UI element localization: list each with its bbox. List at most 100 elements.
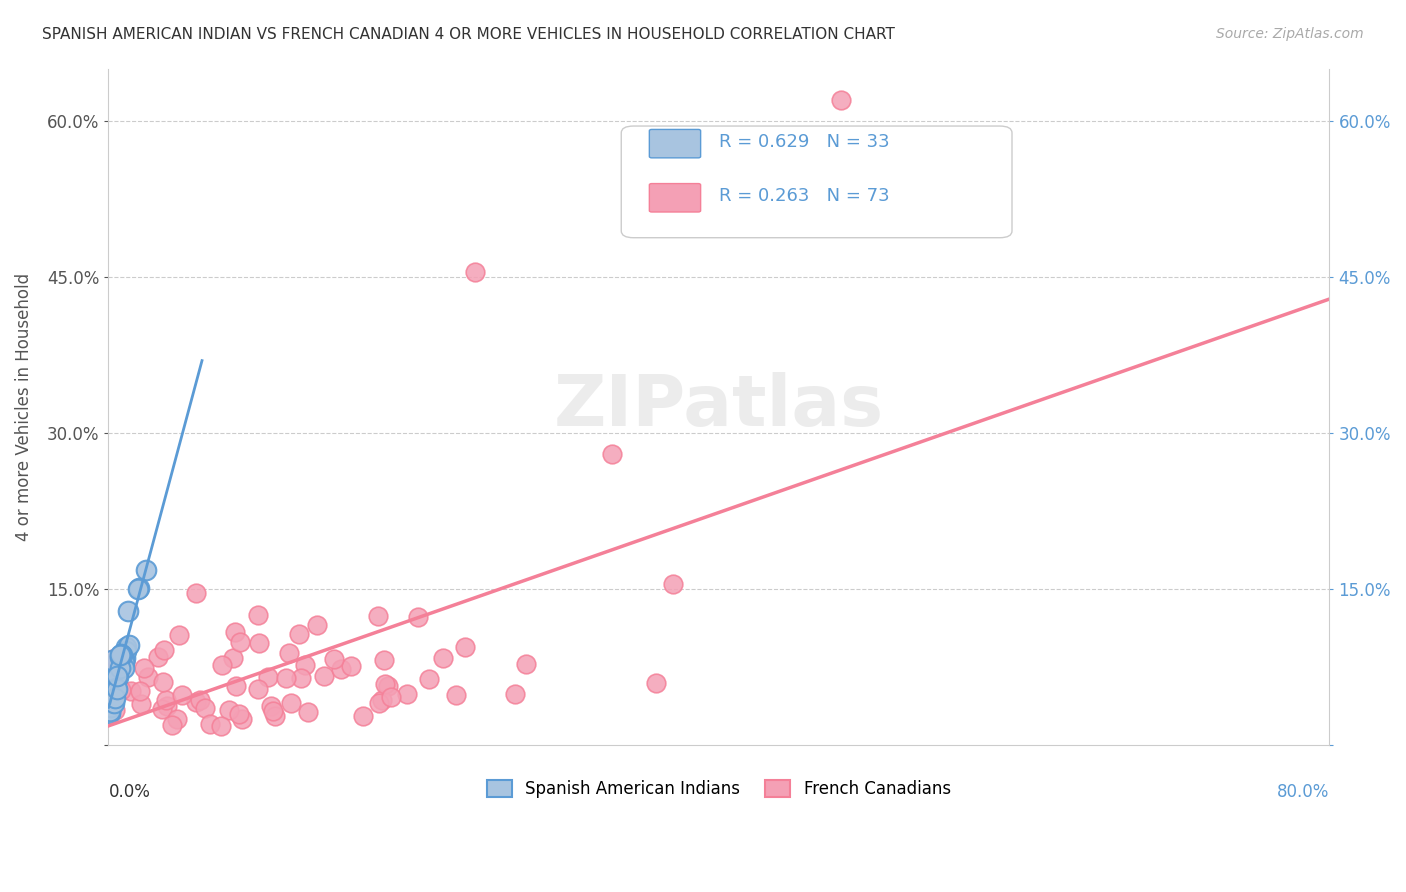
Point [105,681,128,696]
Point [260,699,283,714]
Point [218,703,240,717]
Legend: Spanish American Indians, French Canadians: Spanish American Indians, French Canadia… [481,773,957,805]
Point [380,690,402,705]
Point [101,676,124,690]
Point [257,670,280,684]
Point [110,647,132,661]
Point [305,618,328,632]
Point [290,671,312,685]
Point [104,691,127,706]
FancyBboxPatch shape [650,184,700,212]
Point [98,704,121,718]
Point [135,564,157,578]
Point [352,709,374,723]
Point [454,640,477,654]
Point [150,702,173,716]
Point [340,658,363,673]
Point [107,669,129,683]
Text: SPANISH AMERICAN INDIAN VS FRENCH CANADIAN 4 OR MORE VEHICLES IN HOUSEHOLD CORRE: SPANISH AMERICAN INDIAN VS FRENCH CANADI… [42,27,896,42]
Point [110,683,132,698]
Point [184,586,207,600]
Point [104,681,127,695]
Point [128,581,150,595]
Point [167,628,190,642]
Point [503,687,526,701]
Point [108,649,131,664]
Point [274,671,297,685]
Point [114,651,136,665]
Point [280,696,302,710]
Point [98,706,121,720]
Text: Source: ZipAtlas.com: Source: ZipAtlas.com [1216,27,1364,41]
Point [134,661,156,675]
Point [294,657,316,672]
Point [160,718,183,732]
Text: R = 0.263   N = 73: R = 0.263 N = 73 [718,186,890,205]
Point [100,653,122,667]
Point [117,604,139,618]
Point [645,675,668,690]
Point [104,651,127,665]
Point [246,607,269,622]
Point [246,682,269,697]
Point [329,662,352,676]
FancyBboxPatch shape [621,126,1012,237]
Point [107,670,129,684]
Point [148,649,170,664]
Point [170,688,193,702]
Point [209,719,232,733]
Point [418,672,440,686]
Point [98,674,121,689]
Point [830,93,852,107]
Point [108,661,131,675]
Point [111,648,134,662]
Point [288,627,311,641]
Point [464,264,486,278]
Point [194,700,217,714]
Point [114,653,136,667]
Point [105,668,128,682]
Y-axis label: 4 or more Vehicles in Household: 4 or more Vehicles in Household [15,273,32,541]
Point [228,706,250,721]
Point [156,698,179,713]
Point [221,650,243,665]
Point [432,651,454,665]
Point [408,609,430,624]
Point [184,694,207,708]
Point [115,644,138,658]
Point [112,655,135,669]
Point [224,624,246,639]
Point [155,692,177,706]
Point [367,696,389,710]
FancyBboxPatch shape [650,129,700,158]
Point [323,652,346,666]
Point [100,700,122,714]
Point [600,447,623,461]
Point [229,635,252,649]
Point [118,638,141,652]
Point [211,658,233,673]
Text: 80.0%: 80.0% [1277,782,1330,800]
Point [115,640,138,655]
Point [128,683,150,698]
Point [373,653,395,667]
Point [104,662,127,676]
Point [120,684,142,698]
Point [312,668,335,682]
Point [127,582,149,596]
Point [166,712,188,726]
Point [231,712,253,726]
Point [515,657,537,671]
Point [198,716,221,731]
Point [112,660,135,674]
Text: ZIPatlas: ZIPatlas [554,372,884,442]
Text: R = 0.629   N = 33: R = 0.629 N = 33 [718,133,890,151]
Point [297,706,319,720]
Point [662,577,685,591]
Point [225,679,247,693]
Point [110,658,132,673]
Point [190,693,212,707]
Point [98,689,121,703]
Point [278,646,301,660]
Point [367,609,389,624]
